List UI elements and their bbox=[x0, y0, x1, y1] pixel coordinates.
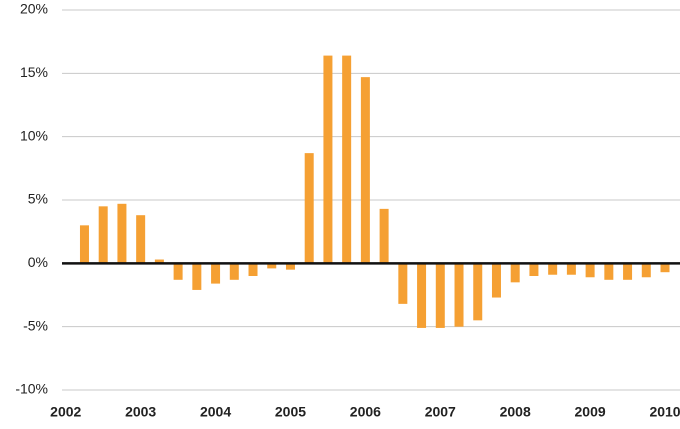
bar bbox=[660, 263, 670, 273]
bar bbox=[623, 263, 633, 280]
x-tick-label: 2003 bbox=[125, 404, 156, 420]
bar bbox=[211, 263, 221, 284]
bar bbox=[491, 263, 501, 298]
y-tick-label: 0% bbox=[28, 254, 48, 270]
bar bbox=[585, 263, 595, 278]
bar bbox=[192, 263, 202, 290]
bar bbox=[285, 263, 295, 270]
x-tick-label: 2010 bbox=[649, 404, 680, 420]
y-tick-label: 20% bbox=[20, 1, 48, 17]
y-tick-label: -10% bbox=[15, 381, 48, 397]
y-tick-label: 15% bbox=[20, 64, 48, 80]
bar bbox=[229, 263, 239, 280]
y-tick-label: 5% bbox=[28, 191, 48, 207]
x-tick-label: 2007 bbox=[425, 404, 456, 420]
y-tick-label: 10% bbox=[20, 127, 48, 143]
x-tick-label: 2004 bbox=[200, 404, 231, 420]
bar bbox=[417, 263, 427, 328]
bar bbox=[566, 263, 576, 275]
bar bbox=[454, 263, 464, 327]
bar bbox=[604, 263, 614, 280]
bar bbox=[117, 203, 127, 264]
x-tick-label: 2009 bbox=[575, 404, 606, 420]
x-tick-label: 2006 bbox=[350, 404, 381, 420]
bar bbox=[267, 263, 277, 269]
bar bbox=[641, 263, 651, 278]
bar bbox=[98, 206, 108, 264]
bar bbox=[529, 263, 539, 276]
bar bbox=[79, 225, 89, 264]
bar bbox=[304, 153, 314, 264]
x-tick-label: 2002 bbox=[50, 404, 81, 420]
bar bbox=[398, 263, 408, 304]
bar bbox=[154, 259, 164, 264]
x-tick-label: 2005 bbox=[275, 404, 306, 420]
bar bbox=[435, 263, 445, 328]
bar bbox=[248, 263, 258, 276]
bar bbox=[342, 55, 352, 264]
x-tick-label: 2008 bbox=[500, 404, 531, 420]
bar bbox=[510, 263, 520, 283]
bar bbox=[173, 263, 183, 280]
bar bbox=[136, 215, 146, 264]
bar bbox=[548, 263, 558, 275]
bar bbox=[360, 77, 370, 264]
bar bbox=[379, 208, 389, 264]
y-tick-label: -5% bbox=[23, 317, 48, 333]
bar bbox=[323, 55, 333, 264]
bar bbox=[473, 263, 483, 321]
